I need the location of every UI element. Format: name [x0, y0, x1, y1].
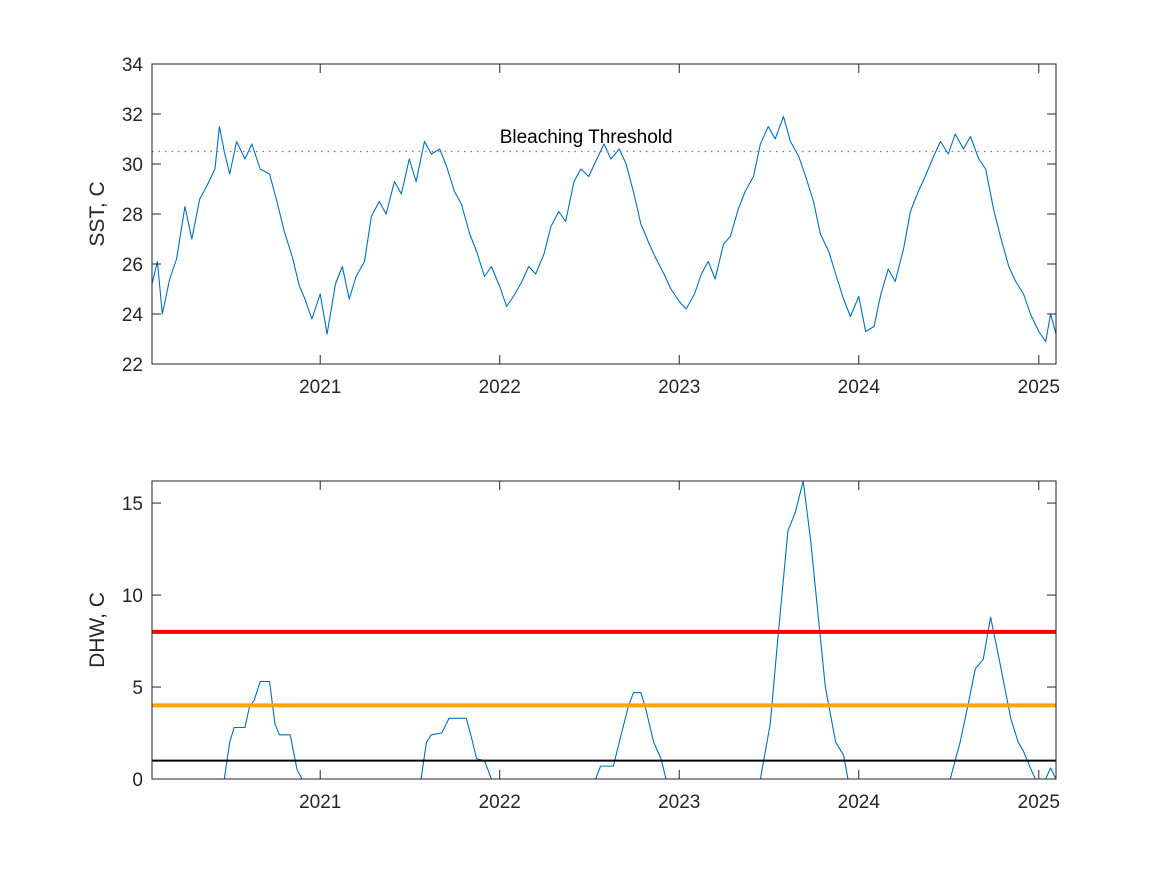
x-tick-label: 2023	[658, 792, 700, 813]
annotation-label: Bleaching Threshold	[500, 127, 673, 148]
x-tick-label: 2025	[1018, 377, 1060, 398]
x-tick-label: 2024	[838, 377, 881, 398]
x-tick-label: 2022	[479, 792, 521, 813]
x-tick-label: 2025	[1018, 792, 1060, 813]
y-tick-label: 15	[122, 494, 143, 515]
x-tick-label: 2024	[838, 792, 881, 813]
series-line-top-0	[152, 115, 1056, 343]
plot-frame-bottom	[151, 480, 1057, 780]
y-axis-label: SST, C	[86, 181, 109, 246]
y-tick-label: 34	[122, 55, 144, 76]
y-tick-label: 5	[132, 678, 143, 699]
x-tick-label: 2023	[658, 377, 700, 398]
x-tick-label: 2021	[299, 377, 341, 398]
plot-frame-top	[151, 63, 1057, 365]
y-tick-label: 0	[132, 770, 143, 791]
x-tick-label: 2022	[479, 377, 521, 398]
y-axis-label: DHW, C	[86, 592, 109, 668]
x-tick-label: 2021	[299, 792, 341, 813]
y-tick-label: 10	[122, 586, 143, 607]
chart-panel-top: 22 24 26 28 30 32 34 2021 2022 2023 2024 2025 SST, C…	[86, 55, 1060, 398]
y-tick-label: 30	[122, 155, 143, 176]
y-tick-label: 24	[122, 305, 144, 326]
y-tick-label: 32	[122, 105, 143, 126]
chart-panel-bottom: 0 5 10 15 2021 2022 2023 2024 2025 DHW, C	[86, 480, 1060, 813]
y-tick-label: 22	[122, 355, 143, 376]
y-tick-label: 26	[122, 255, 143, 276]
y-tick-label: 28	[122, 205, 143, 226]
